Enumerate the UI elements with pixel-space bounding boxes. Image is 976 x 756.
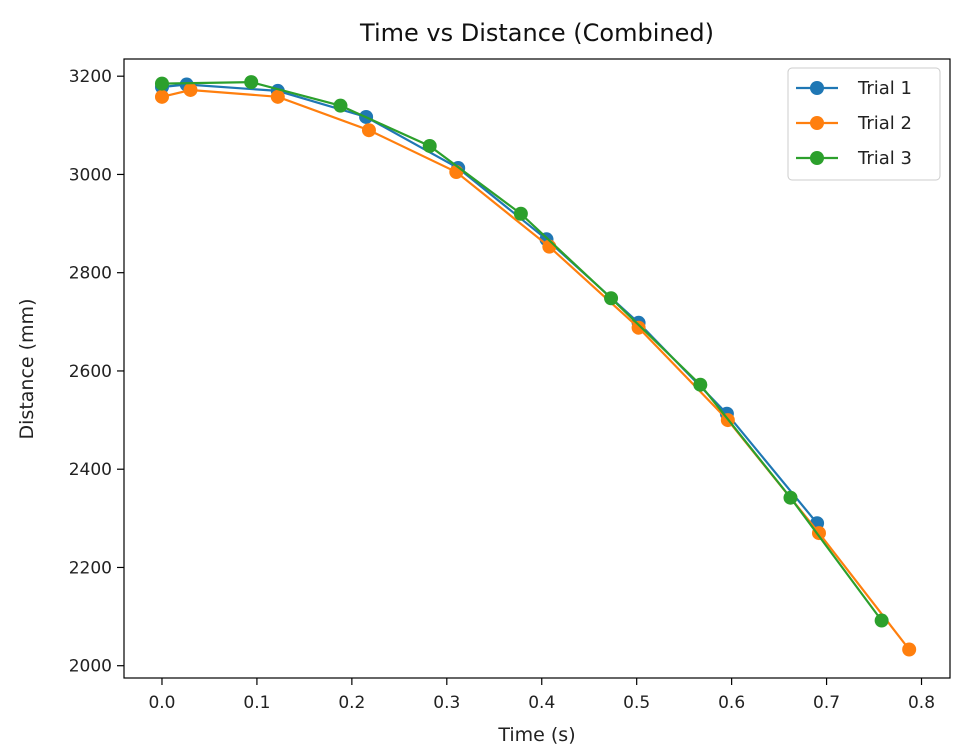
data-point xyxy=(631,320,646,335)
series-line xyxy=(161,83,818,524)
y-tick-label: 2800 xyxy=(69,264,112,284)
data-point xyxy=(693,377,708,392)
data-point xyxy=(154,76,169,91)
y-tick-label: 2400 xyxy=(69,460,112,480)
x-tick-label: 0.4 xyxy=(528,693,555,713)
x-axis: 0.0 0.1 0.2 0.3 0.4 0.5 0.6 0.7 0.8 xyxy=(148,678,935,713)
y-axis-label: Distance (mm) xyxy=(16,299,38,440)
legend-marker xyxy=(810,116,824,130)
x-tick-label: 0.3 xyxy=(433,693,460,713)
legend-marker xyxy=(810,151,824,165)
legend-item-trial-1: Trial 1 xyxy=(796,78,912,99)
x-tick-label: 0.8 xyxy=(908,693,935,713)
legend-label: Trial 2 xyxy=(857,113,912,134)
series-layer xyxy=(154,75,917,657)
data-point xyxy=(244,75,259,90)
x-axis-label: Time (s) xyxy=(497,724,575,746)
y-axis: 2000 2200 2400 2600 2800 3000 3200 xyxy=(69,67,124,677)
x-tick-label: 0.7 xyxy=(813,693,840,713)
series-line xyxy=(161,80,883,622)
series-trial-2 xyxy=(154,82,917,657)
data-point xyxy=(513,206,528,221)
plot-frame xyxy=(123,58,951,679)
legend-label: Trial 3 xyxy=(857,148,912,169)
legend-marker xyxy=(810,81,824,95)
data-point xyxy=(333,98,348,113)
y-tick-label: 3200 xyxy=(69,67,112,87)
legend: Trial 1 Trial 2 Trial 3 xyxy=(787,67,941,181)
data-point xyxy=(902,642,917,657)
data-point xyxy=(183,82,198,97)
legend-label: Trial 1 xyxy=(857,78,912,99)
x-tick-label: 0.5 xyxy=(623,693,650,713)
series-trial-1 xyxy=(154,77,825,531)
data-point xyxy=(154,89,169,104)
data-point xyxy=(783,490,798,505)
data-point xyxy=(604,291,619,306)
x-tick-label: 0.0 xyxy=(148,693,175,713)
y-tick-label: 2200 xyxy=(69,558,112,578)
data-point xyxy=(422,138,437,153)
data-point xyxy=(270,89,285,104)
legend-item-trial-3: Trial 3 xyxy=(796,148,912,169)
data-point xyxy=(874,613,889,628)
y-tick-label: 2000 xyxy=(69,657,112,677)
legend-item-trial-2: Trial 2 xyxy=(796,113,912,134)
x-tick-label: 0.6 xyxy=(718,693,745,713)
data-point xyxy=(361,123,376,138)
y-tick-label: 2600 xyxy=(69,362,112,382)
x-tick-label: 0.2 xyxy=(338,693,365,713)
plot-area xyxy=(123,58,951,679)
series-trial-3 xyxy=(154,75,889,628)
chart-title: Time vs Distance (Combined) xyxy=(359,19,714,47)
x-tick-label: 0.1 xyxy=(243,693,270,713)
legend-box xyxy=(787,67,941,181)
y-tick-label: 3000 xyxy=(69,165,112,185)
